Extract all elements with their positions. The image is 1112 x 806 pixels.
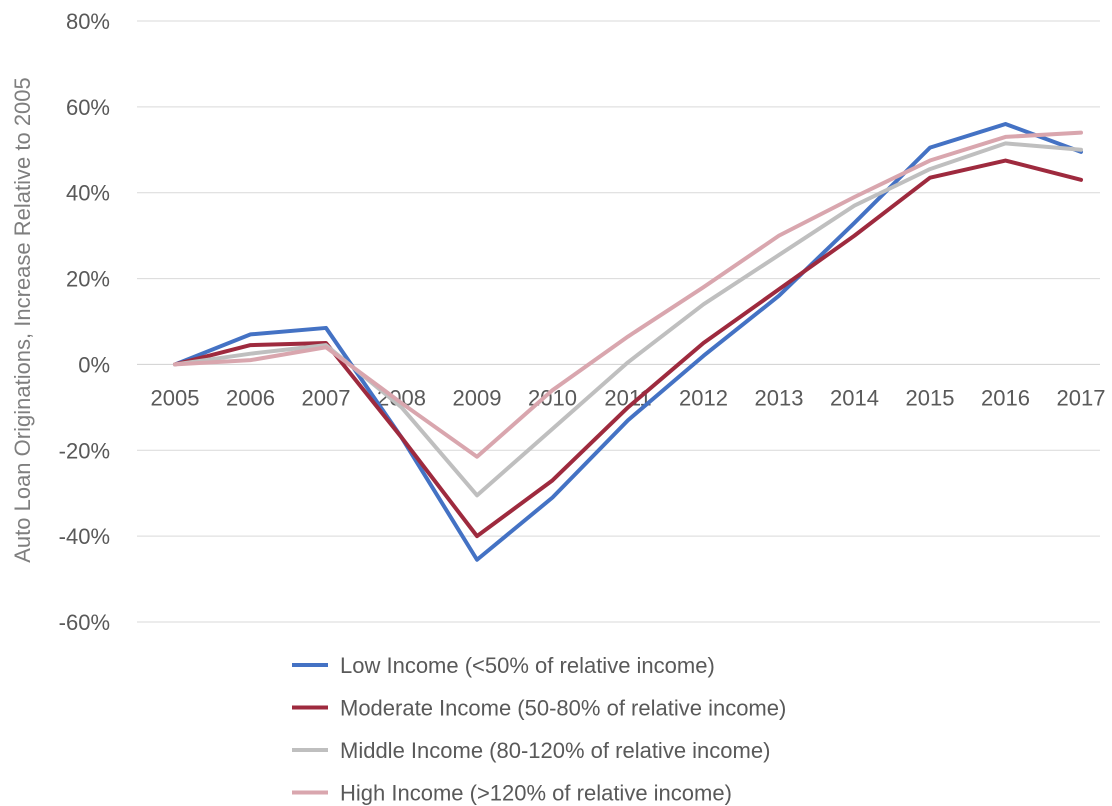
y-tick-label: 20% (66, 267, 110, 292)
x-tick-label: 2012 (679, 385, 728, 410)
y-tick-label: 60% (66, 95, 110, 120)
x-tick-label: 2015 (906, 385, 955, 410)
series-lines (173, 122, 1083, 562)
y-tick-label: 80% (66, 9, 110, 34)
x-tick-label: 2005 (151, 385, 200, 410)
y-tick-label: -60% (59, 610, 110, 635)
series-line-3 (173, 141, 1083, 498)
y-axis-ticks: 80% 60% 40% 20% 0% -20% -40% -60% (59, 9, 110, 635)
x-tick-label: 2016 (981, 385, 1030, 410)
x-axis-ticks: 2005 2006 2007 2008 2009 2010 2011 2012 2013 2014… (151, 385, 1106, 410)
x-tick-label: 2013 (755, 385, 804, 410)
y-axis-title: Auto Loan Originations, Increase Relativ… (10, 77, 35, 563)
legend: Low Income (<50% of relative income) Mode… (292, 653, 786, 806)
legend-label: Middle Income (80-120% of relative incom… (340, 738, 770, 763)
y-tick-label: -20% (59, 438, 110, 463)
y-tick-label: 40% (66, 181, 110, 206)
legend-label: High Income (>120% of relative income) (340, 781, 732, 806)
y-tick-label: -40% (59, 524, 110, 549)
series-line-1 (173, 122, 1083, 562)
legend-label: Moderate Income (50-80% of relative inco… (340, 696, 786, 721)
y-tick-label: 0% (78, 352, 110, 377)
x-tick-label: 2017 (1057, 385, 1106, 410)
x-tick-label: 2014 (830, 385, 879, 410)
x-tick-label: 2006 (226, 385, 275, 410)
x-tick-label: 2009 (453, 385, 502, 410)
series-line-4 (173, 130, 1083, 459)
x-tick-label: 2007 (302, 385, 351, 410)
legend-label: Low Income (<50% of relative income) (340, 653, 715, 678)
gridlines (137, 20, 1100, 623)
series-line-2 (173, 158, 1083, 539)
